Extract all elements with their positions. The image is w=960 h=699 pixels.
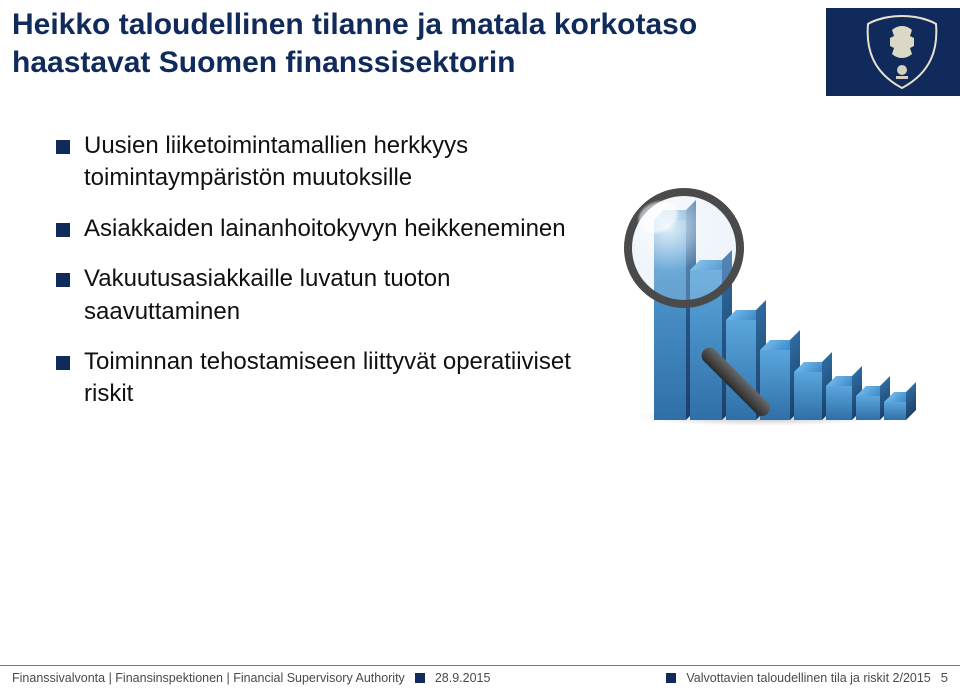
page-number: 5 bbox=[941, 670, 948, 685]
footer-doc-title: Valvottavien taloudellinen tila ja riski… bbox=[686, 671, 930, 685]
list-item: Uusien liiketoimintamallien herkkyys toi… bbox=[56, 130, 590, 195]
footer: Finanssivalvonta | Finansinspektionen | … bbox=[0, 665, 960, 689]
content: Uusien liiketoimintamallien herkkyys toi… bbox=[56, 130, 590, 429]
chart-bar bbox=[884, 392, 906, 420]
bullet-list: Uusien liiketoimintamallien herkkyys toi… bbox=[56, 130, 590, 411]
footer-org: Finanssivalvonta | Finansinspektionen | … bbox=[12, 671, 405, 685]
list-item: Asiakkaiden lainanhoitokyvyn heikkenemin… bbox=[56, 213, 590, 245]
coat-of-arms-icon bbox=[862, 14, 942, 90]
slide: Heikko taloudellinen tilanne ja matala k… bbox=[0, 0, 960, 699]
slide-title: Heikko taloudellinen tilanne ja matala k… bbox=[12, 6, 800, 81]
footer-marker-icon bbox=[415, 673, 425, 683]
chart-bar bbox=[856, 386, 880, 420]
brand-banner-gap bbox=[824, 8, 826, 96]
header: Heikko taloudellinen tilanne ja matala k… bbox=[0, 0, 960, 120]
footer-date: 28.9.2015 bbox=[435, 671, 491, 685]
brand-banner-left bbox=[826, 8, 838, 96]
list-item: Toiminnan tehostamiseen liittyvät operat… bbox=[56, 346, 590, 411]
list-item: Vakuutusasiakkaille luvatun tuoton saavu… bbox=[56, 263, 590, 328]
bar-chart-illustration bbox=[594, 170, 894, 430]
chart-bar bbox=[826, 376, 852, 420]
chart-bar bbox=[794, 362, 822, 420]
footer-marker-icon bbox=[666, 673, 676, 683]
magnifier-icon bbox=[624, 188, 744, 308]
